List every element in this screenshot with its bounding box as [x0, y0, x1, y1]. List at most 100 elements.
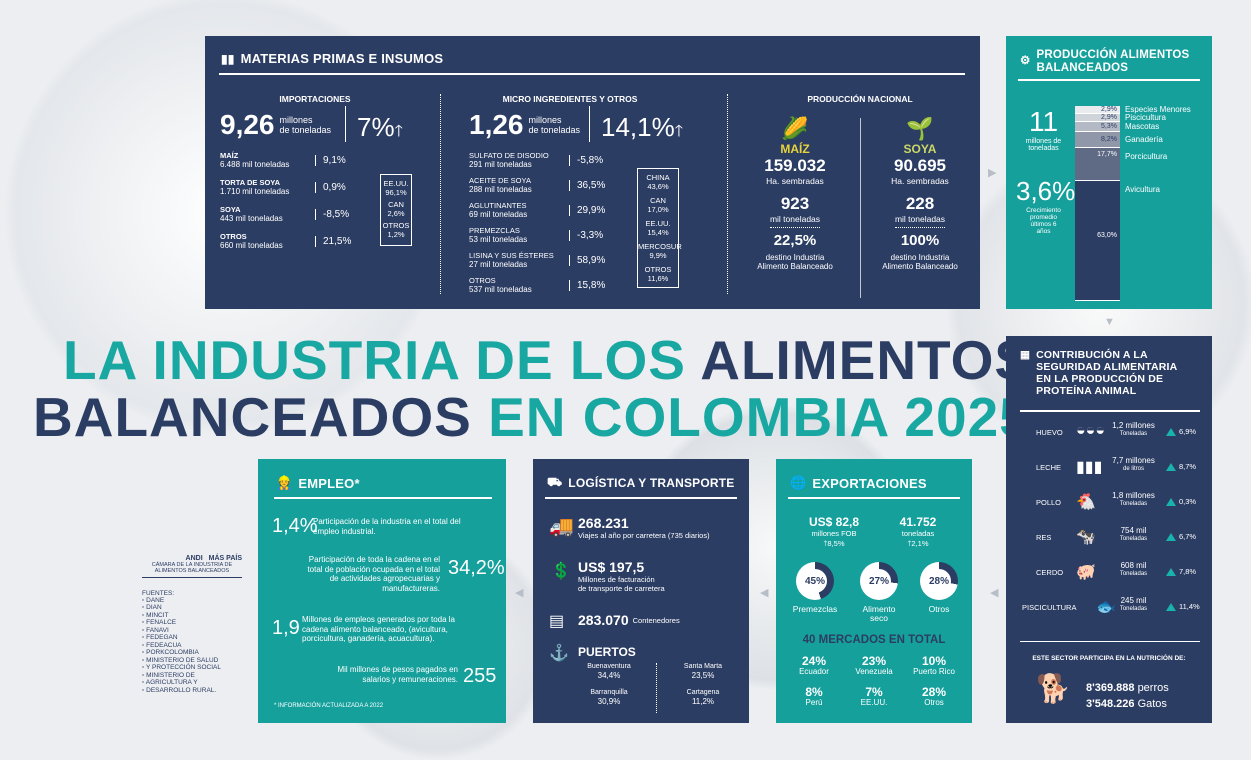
factory-icon: ⚙ — [1020, 55, 1031, 68]
micro-item: ACEITE DE SOYA 288 mil toneladas 36,5% — [469, 176, 619, 201]
soya-column: 🌱 SOYA 90.695 Ha. sembradas 228 mil tone… — [865, 116, 975, 271]
divider — [440, 94, 441, 294]
puertos-heading: PUERTOS — [578, 645, 636, 659]
divider — [545, 497, 737, 499]
contrib-row-name: HUEVO — [1036, 428, 1063, 437]
page-title-line1: LA INDUSTRIA DE LOS ALIMENTOS — [63, 329, 1033, 391]
triangle-up-icon — [1166, 567, 1176, 576]
fuente-item: ▫ MINCIT — [142, 611, 169, 619]
milk-icon: ▮▮▮ — [1076, 459, 1103, 476]
stack-segment-pct: 5,3% — [1101, 123, 1117, 130]
stack-segment-label: Especies Menores — [1125, 105, 1191, 114]
contrib-row-v2: Toneladas — [1119, 570, 1148, 577]
fuentes-list: ▫ DANE ▫ DIAN ▫ MINCIT ▫ FENALCE ▫ FANAVI ▫ F… — [142, 597, 242, 694]
produccion-nacional-heading: PRODUCCIÓN NACIONAL — [807, 94, 913, 104]
export-value: US$ 82,8 millones FOB 🡑8,5% — [808, 515, 860, 548]
logistica-heading: ⛟ LOGÍSTICA Y TRANSPORTE — [547, 475, 735, 490]
micro-item-name: PREMEZCLAS — [469, 226, 520, 235]
container-icon: ▤ — [549, 613, 565, 630]
page-title-line2: BALANCEADOS EN COLOMBIA 2025 — [33, 386, 1031, 448]
micro-item-qty: 537 mil toneladas — [469, 285, 532, 294]
empleo-stat-1-text: Participación de la industria en el tota… — [313, 517, 461, 536]
country-pct: 8% — [805, 684, 823, 699]
stack-segment-label: Ganadería — [1125, 135, 1163, 145]
contrib-row-value: 608 mil Toneladas — [1106, 561, 1161, 577]
logistica-panel: ⛟ LOGÍSTICA Y TRANSPORTE 🚚 268.231 Viaje… — [533, 459, 749, 723]
fuente-name: FEDEACUA — [146, 641, 182, 649]
contrib-row-growth: 6,9% — [1166, 427, 1196, 436]
contrib-row: CERDO 🐖 608 mil Toneladas 7,8% — [1016, 561, 1206, 597]
country-pct: 7% — [865, 684, 883, 699]
pig-icon: 🐖 — [1076, 564, 1096, 581]
import-item-name: TORTA DE SOYA — [220, 178, 281, 187]
contrib-row-name: CERDO — [1036, 568, 1064, 577]
import-item-name: SOYA — [220, 205, 241, 214]
importaciones-origin-box: EE.UU. 96,1% CAN 2,6% OTROS 1,2% — [380, 174, 412, 246]
soy-icon: 🌱 — [906, 116, 934, 141]
origin-country: CAN — [650, 196, 666, 205]
donut-label: Otros — [908, 604, 970, 614]
contrib-row-v2: Toneladas — [1119, 430, 1148, 437]
stack-segment-pct: 2,9% — [1101, 114, 1117, 121]
contrib-row-growth: 8,7% — [1166, 462, 1196, 471]
divider — [219, 73, 965, 75]
divider — [1018, 79, 1200, 81]
contrib-row-v1: 245 mil — [1120, 596, 1147, 605]
contrib-row-v2: de litros — [1122, 465, 1144, 472]
contrib-row: POLLO 🐔 1,8 millones Toneladas 0,3% — [1016, 491, 1206, 527]
micro-item-name: SULFATO DE DISODIO — [469, 151, 549, 160]
donut-pct: 28% — [928, 575, 949, 587]
contrib-row-v1: 754 mil — [1120, 526, 1147, 535]
micro-growth: 14,1%🡑 — [601, 112, 684, 142]
micro-item: AGLUTINANTES 69 mil toneladas 29,9% — [469, 201, 619, 226]
import-item-pct: 0,9% — [315, 182, 346, 193]
export-country: 8% Perú — [784, 686, 844, 707]
divider — [1020, 410, 1200, 412]
contrib-row-pct: 6,7% — [1179, 532, 1197, 541]
stack-segment-label: Avicultura — [1125, 185, 1160, 195]
import-item-pct: 9,1% — [315, 155, 346, 166]
origin-country: CHINA — [646, 173, 670, 182]
contrib-row-value: 7,7 millones de litros — [1106, 456, 1161, 472]
contrib-row-pct: 7,8% — [1179, 567, 1197, 576]
triangle-up-icon — [1166, 427, 1176, 436]
globe-icon: 🌐 — [790, 475, 807, 490]
micro-item-name: AGLUTINANTES — [469, 201, 527, 210]
contrib-row-v1: 1,8 millones — [1112, 491, 1155, 500]
building-icon: ▦ — [1020, 349, 1031, 361]
exportaciones-heading: 🌐 EXPORTACIONES — [790, 475, 927, 491]
arrow-left-icon: ◀ — [760, 587, 769, 599]
stack-segment: 17,7% — [1075, 147, 1120, 182]
country-name: Otros — [924, 697, 944, 707]
export-donut: 45% — [796, 562, 834, 600]
export-country: 28% Otros — [904, 686, 964, 707]
donut-label-1: Premezclas — [792, 604, 838, 614]
divider — [788, 497, 960, 499]
fuente-name: DIAN — [146, 604, 162, 612]
fuente-name: FANAVI — [146, 626, 169, 634]
up-arrow-icon: 🡑 — [823, 539, 828, 548]
facturacion-stat: US$ 197,5 Millones de facturación de tra… — [578, 559, 665, 593]
micro-item-qty: 53 mil toneladas — [469, 235, 528, 244]
origin-country: EE.UU. — [383, 179, 409, 188]
contribucion-panel: ▦ CONTRIBUCIÓN A LA SEGURIDAD ALIMENTARIA… — [1006, 336, 1212, 723]
micro-item-qty: 288 mil toneladas — [469, 185, 532, 194]
import-item-qty: 443 mil toneladas — [220, 214, 283, 223]
divider — [656, 663, 657, 713]
produccion-heading: ⚙ PRODUCCIÓN ALIMENTOS BALANCEADOS — [1020, 49, 1190, 74]
worker-icon: 👷 — [276, 475, 293, 490]
triangle-up-icon — [1166, 602, 1176, 611]
port-name: Cartagena — [686, 689, 720, 696]
country-pct: 23% — [861, 654, 887, 668]
fuente-name: AGRICULTURA Y — [145, 679, 198, 687]
micro-list: SULFATO DE DISODIO 291 mil toneladas -5,8%… — [469, 151, 619, 301]
origin-country: EE.UU. — [645, 219, 671, 228]
contrib-row-growth: 11,4% — [1166, 602, 1200, 611]
stack-segment-pct: 8,2% — [1101, 136, 1117, 144]
importaciones-total: 9,26 millones de toneladas — [220, 109, 332, 140]
origin-country: OTROS — [644, 265, 672, 274]
micro-item-pct: 36,5% — [569, 180, 605, 191]
port-name: Santa Marta — [683, 663, 723, 670]
markets-total: 40 MERCADOS EN TOTAL — [802, 634, 946, 646]
logos: ANDI MÁS PAÍS — [142, 555, 242, 562]
